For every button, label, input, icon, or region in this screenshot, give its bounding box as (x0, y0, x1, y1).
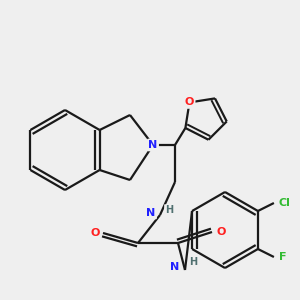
Text: O: O (216, 227, 226, 237)
Text: H: H (165, 205, 173, 215)
Text: H: H (189, 257, 197, 267)
Text: F: F (279, 252, 287, 262)
Text: N: N (170, 262, 180, 272)
Text: Cl: Cl (279, 198, 291, 208)
Text: N: N (146, 208, 156, 218)
Text: N: N (148, 140, 158, 150)
Text: O: O (90, 228, 100, 238)
Text: O: O (185, 98, 194, 107)
